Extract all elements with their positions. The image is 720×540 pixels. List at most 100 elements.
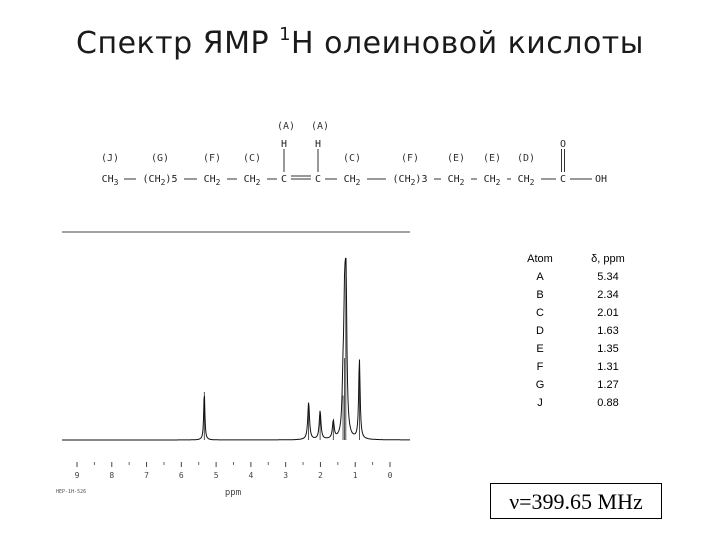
oleic-acid-structural-formula: (J)CH3(G)(CH2)5(F)CH2(C)CH2 C C(C)CH2(F)(C… (101, 121, 607, 187)
atom-group: (CH2)5 (143, 174, 178, 187)
atom-subscript: 2 (530, 178, 535, 187)
atom-subscript: 3 (114, 178, 119, 187)
x-tick-label: 2 (318, 471, 323, 480)
atom-main: (CH (143, 174, 161, 185)
atom-group: CH2 (448, 174, 465, 187)
x-tick-label: 1 (353, 471, 358, 480)
hydrogen-atom: H (281, 139, 287, 150)
table-row: B 2.34 (508, 286, 644, 304)
proton-label: (A) (277, 121, 295, 132)
atom-cell: E (536, 343, 544, 355)
atom-group: (CH2)3 (393, 174, 428, 187)
shift-cell: 1.27 (597, 379, 619, 391)
shift-cell: 0.88 (597, 397, 619, 409)
x-tick-label: 5 (214, 471, 219, 480)
atom-main: (CH (393, 174, 411, 185)
atom-group: OH (595, 174, 607, 185)
atom-subscript: 2 (161, 178, 166, 187)
proton-label: (A) (311, 121, 329, 132)
header-atom: Atom (527, 253, 553, 265)
x-tick-label: 3 (283, 471, 288, 480)
group-label: (J) (101, 153, 119, 164)
atom-subscript: 2 (216, 178, 221, 187)
atom-tail: )3 (415, 174, 427, 185)
spectrum-trace (62, 257, 410, 441)
shift-cell: 1.31 (597, 361, 619, 373)
atom-group: CH3 (102, 174, 119, 187)
atom-cell: G (535, 379, 545, 391)
shift-cell: 1.63 (597, 325, 619, 337)
atom-main: CH (102, 174, 114, 185)
atom-main: C (315, 174, 321, 185)
x-tick-label: 7 (144, 471, 149, 480)
atom-main: OH (595, 174, 607, 185)
group-label: (C) (343, 153, 361, 164)
table-row: G 1.27 (508, 376, 644, 394)
atom-subscript: 2 (356, 178, 361, 187)
atom-group: C (315, 174, 321, 185)
shift-cell: 5.34 (597, 271, 619, 283)
atom-cell: A (536, 271, 544, 283)
atom-cell: J (537, 397, 543, 409)
group-label: (E) (483, 153, 501, 164)
title-isotope: 1 (279, 24, 292, 45)
corner-note: HEP-1H-526 (56, 489, 86, 495)
hydrogen-atom: H (315, 139, 321, 150)
atom-subscript: 2 (496, 178, 501, 187)
x-tick-label: 0 (388, 471, 393, 480)
atom-cell: B (536, 289, 544, 301)
atom-main: C (281, 174, 287, 185)
group-label: (G) (151, 153, 169, 164)
shift-cell: 2.01 (597, 307, 619, 319)
atom-main: CH (518, 174, 530, 185)
group-label: (C) (243, 153, 261, 164)
table-row: J 0.88 (508, 394, 644, 412)
carbonyl-oxygen: O (560, 139, 566, 150)
table-row: D 1.63 (508, 322, 644, 340)
x-tick-label: 9 (75, 471, 80, 480)
group-label: (F) (401, 153, 419, 164)
x-tick-label: 4 (248, 471, 253, 480)
atom-main: CH (204, 174, 216, 185)
atom-group: CH2 (484, 174, 501, 187)
atom-group: C (560, 174, 566, 185)
atom-subscript: 2 (460, 178, 465, 187)
x-tick-label: 8 (109, 471, 114, 480)
atom-group: CH2 (344, 174, 361, 187)
table-row: E 1.35 (508, 340, 644, 358)
atom-tail: )5 (165, 174, 177, 185)
title-suffix: Н олеиновой кислоты (291, 26, 644, 61)
group-label: (F) (203, 153, 221, 164)
atom-cell: F (536, 361, 544, 373)
atom-cell: D (536, 325, 544, 337)
table-row: A 5.34 (508, 268, 644, 286)
atom-group: CH2 (204, 174, 221, 187)
shift-cell: 2.34 (597, 289, 619, 301)
x-axis-label: ppm (225, 488, 241, 498)
atom-main: CH (448, 174, 460, 185)
frequency-box: ν=399.65 MHz (490, 483, 662, 519)
shift-cell: 1.35 (597, 343, 619, 355)
table-body: A 5.34 B 2.34 C 2.01 D 1.63 E 1.35 F 1.31 G 1.27 J 0.88 (508, 268, 644, 412)
atom-cell: C (536, 307, 544, 319)
atom-main: CH (484, 174, 496, 185)
atom-main: CH (244, 174, 256, 185)
atom-subscript: 2 (256, 178, 261, 187)
group-label: (D) (517, 153, 535, 164)
atom-subscript: 2 (411, 178, 416, 187)
atom-group: CH2 (518, 174, 535, 187)
table-row: C 2.01 (508, 304, 644, 322)
table-row: F 1.31 (508, 358, 644, 376)
table-header-row: Atom δ, ppm (508, 250, 644, 268)
atom-group: C (281, 174, 287, 185)
page-title: Спектр ЯМР 1Н олеиновой кислоты (0, 24, 720, 61)
atom-main: CH (344, 174, 356, 185)
group-label: (E) (447, 153, 465, 164)
title-prefix: Спектр ЯМР (76, 26, 280, 61)
atom-group: CH2 (244, 174, 261, 187)
chemical-shift-table: Atom δ, ppm A 5.34 B 2.34 C 2.01 D 1.63 E 1.35 F 1.… (508, 250, 644, 412)
header-shift: δ, ppm (591, 253, 625, 265)
x-tick-label: 6 (179, 471, 184, 480)
atom-main: C (560, 174, 566, 185)
